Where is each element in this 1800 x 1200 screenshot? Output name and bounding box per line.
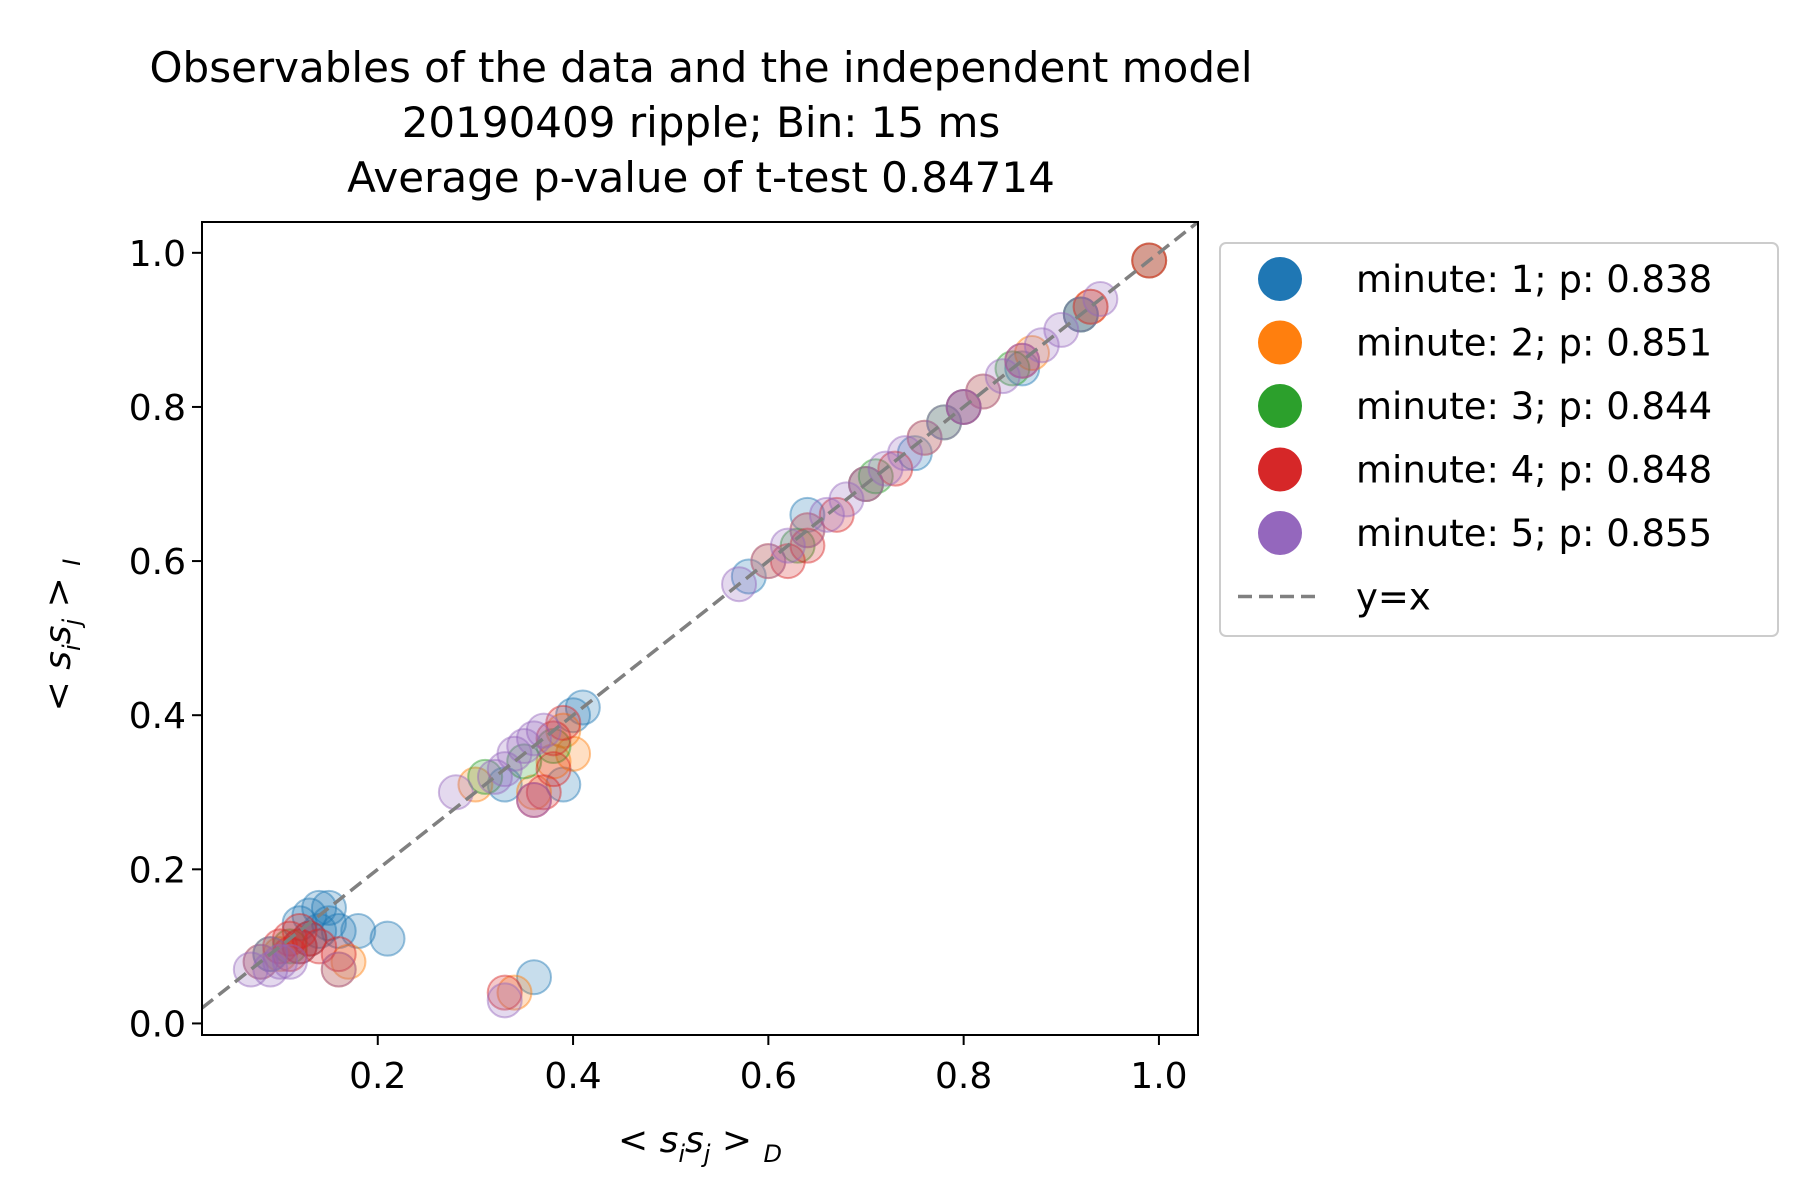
legend-marker bbox=[1258, 384, 1302, 428]
scatter-point bbox=[330, 943, 367, 980]
legend-marker bbox=[1258, 320, 1302, 365]
y-axis-ticks: 0.0 0.2 0.4 0.6 0.8 1.0 bbox=[129, 234, 202, 1045]
reference-line-y-equals-x bbox=[202, 222, 1198, 1010]
y-tick-label: 0.0 bbox=[129, 1004, 186, 1045]
scatter-point bbox=[340, 912, 377, 949]
scatter-point bbox=[525, 712, 562, 749]
scatter-point bbox=[506, 728, 543, 765]
plot-frame bbox=[201, 221, 1199, 1036]
reference-line-layer bbox=[202, 222, 1198, 1010]
scatter-point bbox=[545, 712, 582, 749]
scatter-point bbox=[291, 897, 328, 934]
scatter-point bbox=[369, 920, 406, 957]
y-tick-label: 0.6 bbox=[129, 542, 186, 583]
x-axis-label: < sisj > D bbox=[618, 1120, 782, 1168]
scatter-point bbox=[486, 982, 523, 1019]
scatter-point bbox=[496, 974, 533, 1011]
scatter-point bbox=[320, 951, 357, 988]
scatter-point bbox=[281, 905, 318, 942]
scatter-point bbox=[301, 889, 338, 926]
legend-label: minute: 3; p: 0.844 bbox=[1356, 385, 1712, 428]
scatter-point bbox=[506, 743, 543, 780]
scatter-point bbox=[877, 450, 914, 487]
legend-label: minute: 2; p: 0.851 bbox=[1356, 322, 1712, 365]
scatter-point bbox=[516, 959, 552, 996]
legend-label: minute: 5; p: 0.855 bbox=[1356, 512, 1712, 555]
scatter-point bbox=[525, 774, 562, 811]
legend-label: minute: 4; p: 0.848 bbox=[1356, 449, 1712, 492]
scatter-points bbox=[232, 242, 1168, 1019]
y-tick-label: 0.8 bbox=[129, 388, 186, 429]
scatter-point bbox=[535, 720, 572, 757]
chart-subtitle: 20190409 ripple; Bin: 15 ms bbox=[402, 98, 1001, 147]
chart-title: Observables of the data and the independ… bbox=[149, 43, 1252, 92]
y-tick-label: 1.0 bbox=[129, 234, 186, 275]
scatter-point bbox=[896, 435, 933, 472]
scatter-point bbox=[516, 720, 552, 757]
scatter-point bbox=[779, 527, 816, 564]
y-tick-label: 0.4 bbox=[129, 696, 186, 737]
scatter-point bbox=[262, 936, 299, 973]
scatter-point bbox=[555, 735, 592, 772]
scatter-point bbox=[516, 781, 552, 818]
scatter-point bbox=[818, 496, 855, 533]
legend-marker bbox=[1258, 447, 1302, 492]
scatter-point bbox=[1004, 350, 1041, 387]
scatter-point bbox=[467, 758, 504, 795]
legend-items: minute: 1; p: 0.838 minute: 2; p: 0.851 mi… bbox=[1238, 257, 1712, 619]
scatter-point bbox=[301, 928, 338, 965]
scatter-point bbox=[535, 743, 572, 780]
y-tick-label: 0.2 bbox=[129, 850, 186, 891]
x-tick-label: 1.0 bbox=[1130, 1056, 1187, 1097]
scatter-point bbox=[271, 928, 308, 965]
scatter-point bbox=[486, 974, 523, 1011]
legend-frame bbox=[1219, 242, 1779, 637]
scatter-point bbox=[516, 774, 552, 811]
scatter-point bbox=[516, 781, 552, 818]
legend: minute: 1; p: 0.838 minute: 2; p: 0.851 mi… bbox=[1219, 242, 1779, 637]
scatter-point bbox=[496, 735, 533, 772]
scatter-point bbox=[320, 951, 357, 988]
x-tick-label: 0.2 bbox=[349, 1056, 406, 1097]
chart-subtitle-pvalue: Average p-value of t-test 0.84714 bbox=[347, 153, 1055, 202]
y-axis-label: < sisj > I bbox=[38, 559, 86, 712]
x-tick-label: 0.6 bbox=[740, 1056, 797, 1097]
scatter-point bbox=[437, 774, 474, 811]
legend-label: y=x bbox=[1356, 576, 1431, 619]
scatter-point bbox=[320, 936, 357, 973]
scatter-point bbox=[535, 751, 572, 788]
scatter-point bbox=[271, 943, 308, 980]
x-tick-label: 0.4 bbox=[544, 1056, 601, 1097]
scatter-point bbox=[545, 766, 582, 803]
chart-titles: Observables of the data and the independ… bbox=[149, 43, 1252, 202]
scatter-point bbox=[457, 766, 494, 803]
legend-marker bbox=[1258, 257, 1302, 301]
legend-label: minute: 1; p: 0.838 bbox=[1356, 258, 1712, 301]
x-axis-ticks: 0.2 0.4 0.6 0.8 1.0 bbox=[349, 1035, 1188, 1097]
scatter-point bbox=[320, 912, 357, 949]
x-tick-label: 0.8 bbox=[935, 1056, 992, 1097]
legend-marker bbox=[1258, 511, 1302, 555]
